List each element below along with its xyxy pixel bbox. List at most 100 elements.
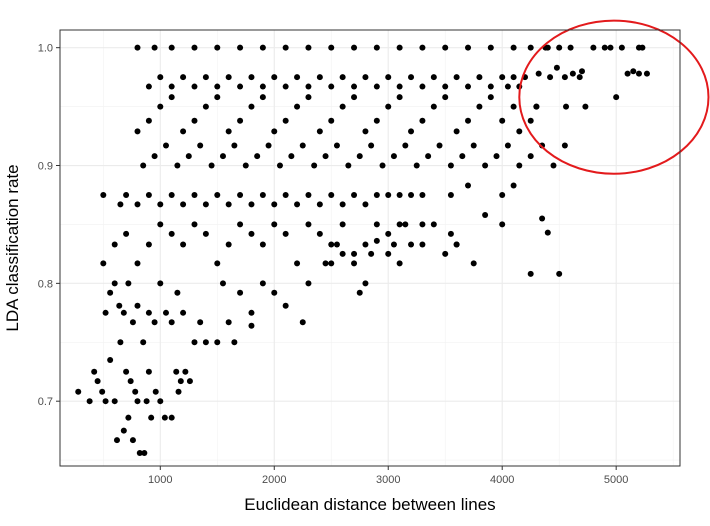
data-point	[248, 201, 255, 208]
data-point	[413, 162, 420, 169]
data-point	[123, 368, 130, 375]
data-point	[151, 319, 158, 326]
data-point	[470, 142, 477, 149]
data-point	[276, 162, 283, 169]
data-point	[86, 398, 93, 405]
data-point	[499, 221, 506, 228]
data-point	[385, 230, 392, 237]
data-point	[197, 142, 204, 149]
data-point	[225, 241, 232, 248]
data-point	[259, 83, 266, 90]
data-point	[134, 128, 141, 135]
data-point	[180, 74, 187, 81]
data-point	[373, 83, 380, 90]
data-point	[107, 356, 114, 363]
data-point	[563, 103, 570, 110]
x-axis-ticks: 1000 2000 3000 4000 5000	[148, 466, 628, 486]
data-point	[202, 103, 209, 110]
data-point	[120, 427, 127, 434]
data-point	[408, 74, 415, 81]
data-point	[516, 162, 523, 169]
data-point	[271, 74, 278, 81]
data-point	[271, 128, 278, 135]
data-point	[127, 378, 134, 385]
data-point	[288, 153, 295, 160]
data-point	[328, 44, 335, 51]
data-point	[107, 289, 114, 296]
data-point	[225, 128, 232, 135]
data-point	[510, 44, 517, 51]
data-point	[305, 191, 312, 198]
data-point	[459, 153, 466, 160]
data-point	[482, 212, 489, 219]
data-point	[339, 221, 346, 228]
data-point	[151, 44, 158, 51]
data-point	[362, 201, 369, 208]
data-point	[390, 153, 397, 160]
data-point	[168, 230, 175, 237]
data-point	[373, 237, 380, 244]
data-point	[237, 191, 244, 198]
data-points	[75, 44, 650, 457]
data-point	[259, 44, 266, 51]
data-point	[408, 241, 415, 248]
highlight-circle	[518, 19, 710, 175]
data-point	[191, 339, 198, 346]
data-point	[465, 117, 472, 124]
data-point	[356, 153, 363, 160]
data-point	[168, 191, 175, 198]
data-point	[351, 83, 358, 90]
data-point	[618, 44, 625, 51]
data-point	[453, 128, 460, 135]
data-point	[99, 388, 106, 395]
data-point	[202, 230, 209, 237]
y-tick-label: 0.8	[38, 278, 53, 290]
data-point	[294, 201, 301, 208]
data-point	[465, 182, 472, 189]
data-point	[339, 201, 346, 208]
data-point	[225, 319, 232, 326]
data-point	[208, 162, 215, 169]
data-point	[333, 142, 340, 149]
grid-major	[60, 30, 680, 466]
data-point	[174, 162, 181, 169]
data-point	[202, 339, 209, 346]
data-point	[390, 241, 397, 248]
data-point	[180, 241, 187, 248]
data-point	[173, 368, 180, 375]
data-point	[175, 388, 182, 395]
data-point	[436, 142, 443, 149]
data-point	[282, 44, 289, 51]
data-point	[535, 70, 542, 77]
data-point	[425, 153, 432, 160]
data-point	[148, 414, 155, 421]
data-point	[305, 83, 312, 90]
data-point	[476, 103, 483, 110]
data-point	[102, 398, 109, 405]
data-point	[351, 250, 358, 257]
data-point	[339, 74, 346, 81]
data-point	[157, 201, 164, 208]
data-point	[351, 191, 358, 198]
data-point	[385, 103, 392, 110]
data-point	[567, 44, 574, 51]
data-point	[396, 83, 403, 90]
data-point	[145, 309, 152, 316]
data-point	[102, 309, 109, 316]
data-point	[282, 117, 289, 124]
data-point	[419, 191, 426, 198]
data-point	[516, 128, 523, 135]
data-point	[265, 142, 272, 149]
data-point	[282, 230, 289, 237]
data-point	[643, 70, 650, 77]
data-point	[373, 221, 380, 228]
data-point	[453, 241, 460, 248]
data-point	[237, 289, 244, 296]
data-point	[402, 221, 409, 228]
data-point	[419, 221, 426, 228]
data-point	[225, 201, 232, 208]
data-point	[294, 74, 301, 81]
data-point	[168, 94, 175, 101]
data-point	[271, 289, 278, 296]
data-point	[111, 241, 118, 248]
